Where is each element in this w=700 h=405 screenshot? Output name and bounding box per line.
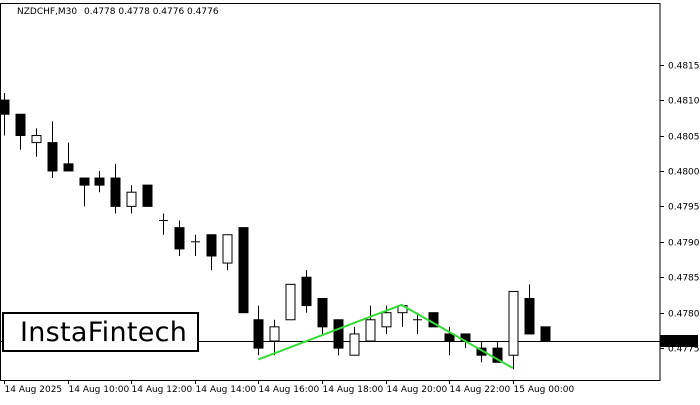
candle-body xyxy=(508,290,519,356)
y-tick-label: 0.4790 xyxy=(668,239,700,249)
candle xyxy=(540,326,551,342)
candle-body xyxy=(317,298,328,328)
candle xyxy=(31,128,42,157)
candle-body xyxy=(381,312,392,328)
candle xyxy=(63,142,74,172)
candle xyxy=(476,341,487,363)
y-tick-label: 0.4800 xyxy=(668,168,700,178)
candle-body xyxy=(110,177,121,207)
candle-body xyxy=(94,177,105,186)
plot-border xyxy=(0,3,661,381)
candle xyxy=(110,163,121,214)
candle-body xyxy=(0,99,10,115)
candle-body xyxy=(524,298,535,335)
candle-body xyxy=(238,227,249,314)
candle xyxy=(253,305,264,356)
candle-body xyxy=(365,319,376,342)
candle xyxy=(159,213,168,235)
candle-body xyxy=(15,113,26,137)
pattern-overlay xyxy=(258,303,514,369)
candle-body xyxy=(285,283,296,321)
y-tick-label: 0.4805 xyxy=(668,133,700,143)
x-tick-label: 14 Aug 2025 xyxy=(5,385,63,395)
y-axis: 0.4815 0.4810 0.4805 0.4800 0.4795 0.4790 0.47… xyxy=(660,62,700,355)
candle xyxy=(333,319,344,356)
candle xyxy=(238,227,249,314)
candle xyxy=(222,234,233,271)
y-tick-label: 0.4810 xyxy=(668,97,700,107)
candle xyxy=(47,121,58,179)
candle xyxy=(413,312,422,334)
candle-body xyxy=(444,333,455,342)
x-axis: 14 Aug 2025 14 Aug 10:00 14 Aug 12:00 14 Au… xyxy=(4,380,575,395)
logo-text: InstaFintech xyxy=(20,316,188,348)
candle xyxy=(0,92,10,136)
x-tick-label: 14 Aug 18:00 xyxy=(323,385,384,395)
candlestick-series xyxy=(0,92,551,370)
y-tick-label: 0.4775 xyxy=(668,345,700,355)
candle-body xyxy=(206,234,217,257)
candle xyxy=(349,326,360,356)
candle-body xyxy=(301,276,312,307)
candle-body xyxy=(79,177,90,186)
x-tick-label: 14 Aug 22:00 xyxy=(450,385,511,395)
x-tick-label: 14 Aug 16:00 xyxy=(259,385,320,395)
current-price-tag xyxy=(660,335,698,347)
candle xyxy=(397,305,408,327)
y-tick-label: 0.4815 xyxy=(668,62,700,72)
candle xyxy=(126,185,137,214)
y-tick-label: 0.4785 xyxy=(668,274,700,284)
x-tick-label: 15 Aug 00:00 xyxy=(514,385,575,395)
candle-body xyxy=(63,163,74,172)
candle xyxy=(508,290,519,370)
candle xyxy=(285,283,296,321)
ohlc-header: 0.4778 0.4778 0.4776 0.4776 xyxy=(84,7,219,17)
candle-body xyxy=(349,333,360,356)
candle xyxy=(191,234,200,256)
candle-body xyxy=(333,319,344,349)
candle-body xyxy=(540,326,551,342)
candle xyxy=(142,184,153,207)
x-tick-label: 14 Aug 14:00 xyxy=(196,385,257,395)
candle xyxy=(524,284,535,335)
candle xyxy=(94,170,105,193)
candle xyxy=(79,177,90,207)
candle xyxy=(174,220,185,256)
candle xyxy=(317,298,328,334)
y-tick-label: 0.4780 xyxy=(668,310,700,320)
candle xyxy=(206,234,217,271)
double-top-pattern-line xyxy=(258,303,514,369)
chart-symbol: NZDCHF,M30 xyxy=(17,7,77,17)
y-tick-label: 0.4795 xyxy=(668,203,700,213)
candle-body xyxy=(476,347,487,356)
current-price-label: 0.4776 xyxy=(667,338,699,348)
candle-body xyxy=(142,184,153,207)
candle-body xyxy=(47,142,58,172)
x-tick-label: 14 Aug 20:00 xyxy=(387,385,448,395)
candle-body xyxy=(269,326,280,342)
candle xyxy=(269,319,280,356)
candle-body xyxy=(31,135,42,144)
candle-body xyxy=(174,227,185,250)
instafintech-logo: InstaFintech xyxy=(2,312,199,352)
candle-body xyxy=(126,191,137,207)
candle xyxy=(365,305,376,342)
x-tick-label: 14 Aug 10:00 xyxy=(69,385,130,395)
candle-body xyxy=(222,234,233,264)
candle xyxy=(301,270,312,313)
candle xyxy=(15,113,26,150)
x-tick-label: 14 Aug 12:00 xyxy=(132,385,193,395)
candle-body xyxy=(253,319,264,349)
candle-body xyxy=(492,347,503,363)
